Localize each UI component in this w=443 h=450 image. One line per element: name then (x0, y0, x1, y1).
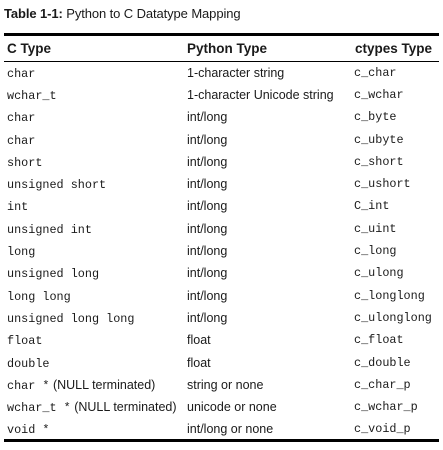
header-ctypes-type: ctypes Type (355, 41, 433, 56)
table-row: unsigned long long int/long c_ulonglong (4, 307, 439, 329)
cell-c-type: unsigned short (4, 173, 184, 195)
cell-c-type: unsigned int (4, 218, 184, 240)
cell-c-type: unsigned long (4, 262, 184, 284)
table-row: char * (NULL terminated) string or none c_… (4, 374, 439, 396)
table-row: double float c_double (4, 351, 439, 373)
table-row: unsigned int int/long c_uint (4, 218, 439, 240)
table-caption: Table 1-1: Python to C Datatype Mapping (4, 6, 241, 21)
cell-ctypes-type: c_ulonglong (354, 310, 432, 325)
cell-python-type: string or none (187, 377, 264, 392)
cell-python-type: int/long (187, 110, 228, 125)
cell-ctypes-type: c_char (354, 65, 397, 80)
c-type-code: int (7, 200, 29, 215)
cell-python-type: int/long (187, 288, 228, 303)
table-caption-label: Table 1-1: (4, 6, 63, 21)
table-row: short int/long c_short (4, 151, 439, 173)
c-type-code: float (7, 334, 43, 349)
cell-python-type: int/long (187, 199, 228, 214)
cell-python-type: 1-character Unicode string (187, 87, 334, 102)
cell-python-type: int/long (187, 132, 228, 147)
cell-python-type: int/long (187, 244, 228, 259)
cell-ctypes-type: c_byte (354, 110, 397, 125)
table-header: C Type Python Type ctypes Type (4, 34, 439, 62)
cell-c-type: char (4, 128, 184, 150)
c-type-code: char (7, 111, 36, 126)
c-type-code: unsigned int (7, 222, 92, 237)
header-c-type: C Type (7, 41, 52, 56)
cell-c-type: char (4, 62, 184, 84)
table-row: char int/long c_ubyte (4, 128, 439, 150)
c-type-code: unsigned long (7, 267, 100, 282)
cell-c-type: long long (4, 284, 184, 306)
cell-python-type: int/long (187, 266, 228, 281)
cell-ctypes-type: c_wchar_p (354, 400, 418, 415)
table-row: wchar_t 1-character Unicode string c_wchar (4, 84, 439, 106)
table-row: unsigned long int/long c_ulong (4, 262, 439, 284)
cell-c-type: double (4, 351, 184, 373)
table-row: float float c_float (4, 329, 439, 351)
cell-ctypes-type: C_int (354, 199, 390, 214)
cell-python-type: unicode or none (187, 400, 277, 415)
header-python-type: Python Type (187, 41, 268, 56)
c-type-code: wchar_t * (7, 401, 71, 416)
cell-c-type: short (4, 151, 184, 173)
cell-c-type: char * (NULL terminated) (4, 374, 184, 396)
cell-c-type: long (4, 240, 184, 262)
cell-c-type: float (4, 329, 184, 351)
cell-ctypes-type: c_double (354, 355, 411, 370)
cell-ctypes-type: c_char_p (354, 377, 411, 392)
c-type-code: wchar_t (7, 88, 57, 103)
cell-c-type: int (4, 195, 184, 217)
cell-python-type: float (187, 355, 211, 370)
datatype-mapping-table-container: C Type Python Type ctypes Type char 1-cha… (4, 33, 439, 442)
cell-ctypes-type: c_long (354, 244, 397, 259)
cell-ctypes-type: c_float (354, 333, 404, 348)
cell-ctypes-type: c_short (354, 154, 404, 169)
c-type-note: (NULL terminated) (70, 400, 177, 415)
c-type-note: (NULL terminated) (49, 377, 156, 392)
cell-c-type: wchar_t (4, 84, 184, 106)
cell-python-type: float (187, 333, 211, 348)
c-type-code: unsigned short (7, 178, 107, 193)
c-type-code: unsigned long long (7, 311, 135, 326)
cell-python-type: 1-character string (187, 65, 285, 80)
cell-python-type: int/long (187, 154, 228, 169)
datatype-mapping-table: C Type Python Type ctypes Type char 1-cha… (4, 33, 439, 442)
c-type-code: long (7, 245, 36, 260)
table-row: long long int/long c_longlong (4, 284, 439, 306)
table-caption-title: Python to C Datatype Mapping (62, 6, 241, 21)
table-row: char int/long c_byte (4, 106, 439, 128)
c-type-code: short (7, 155, 43, 170)
cell-c-type: wchar_t * (NULL terminated) (4, 396, 184, 418)
cell-ctypes-type: c_ubyte (354, 132, 404, 147)
c-type-code: char (7, 66, 36, 81)
table-row: void * int/long or none c_void_p (4, 418, 439, 441)
cell-ctypes-type: c_ulong (354, 266, 404, 281)
c-type-code: char * (7, 378, 50, 393)
cell-python-type: int/long or none (187, 421, 274, 436)
c-type-code: double (7, 356, 50, 371)
table-row: wchar_t * (NULL terminated) unicode or no… (4, 396, 439, 418)
c-type-code: long long (7, 289, 71, 304)
cell-ctypes-type: c_uint (354, 221, 397, 236)
cell-c-type: char (4, 106, 184, 128)
table-row: int int/long C_int (4, 195, 439, 217)
table-body: char 1-character string c_char wchar_t 1-cha… (4, 62, 439, 441)
cell-python-type: int/long (187, 310, 228, 325)
table-row: unsigned short int/long c_ushort (4, 173, 439, 195)
cell-python-type: int/long (187, 177, 228, 192)
cell-python-type: int/long (187, 221, 228, 236)
table-row: long int/long c_long (4, 240, 439, 262)
header-row: C Type Python Type ctypes Type (4, 34, 439, 62)
cell-ctypes-type: c_wchar (354, 87, 404, 102)
cell-ctypes-type: c_ushort (354, 177, 411, 192)
cell-ctypes-type: c_void_p (354, 421, 411, 436)
cell-c-type: unsigned long long (4, 307, 184, 329)
table-row: char 1-character string c_char (4, 62, 439, 84)
c-type-code: char (7, 133, 36, 148)
c-type-code: void * (7, 422, 50, 437)
cell-ctypes-type: c_longlong (354, 288, 425, 303)
cell-c-type: void * (4, 418, 184, 440)
